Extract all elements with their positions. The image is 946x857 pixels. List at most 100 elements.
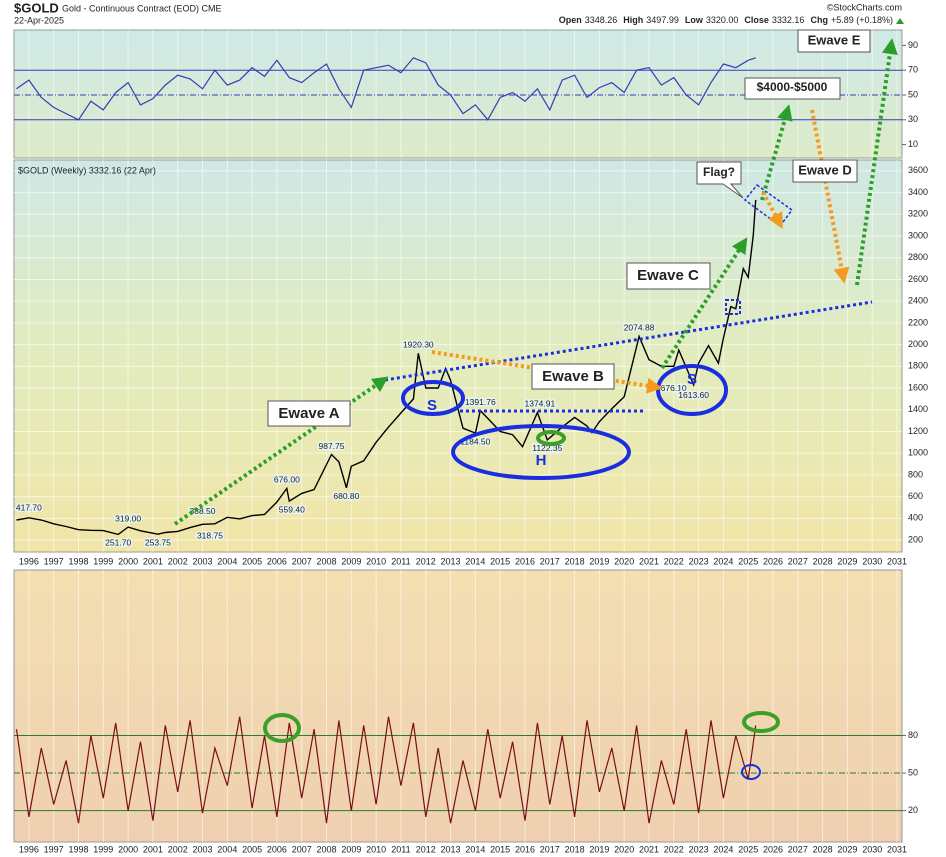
x-tick-label: 1998 [68, 844, 88, 854]
y-tick-label: 400 [908, 513, 923, 523]
x-tick-label: 2014 [465, 556, 485, 566]
x-tick-label: 2023 [689, 556, 709, 566]
annotation: Ewave C [637, 267, 699, 284]
arrow [431, 350, 663, 394]
x-tick-label: 2027 [788, 556, 808, 566]
x-tick-label: 2029 [837, 844, 857, 854]
x-tick-label: 2001 [143, 844, 163, 854]
x-tick-label: 2003 [192, 556, 212, 566]
x-tick-label: 2012 [416, 844, 436, 854]
label-box [797, 29, 871, 53]
box-marker [725, 299, 741, 315]
marker-ellipse [741, 764, 761, 780]
price-label: 1920.30 [403, 340, 434, 350]
x-tick-label: 2023 [689, 844, 709, 854]
y-tick-label: 3000 [908, 230, 928, 240]
price-label: 319.00 [115, 513, 141, 523]
quote-label: Close [744, 15, 769, 25]
price-label: 1613.60 [678, 390, 709, 400]
price-label: 676.00 [274, 475, 300, 485]
series-label: $GOLD (Weekly) 3332.16 (22 Apr) [18, 165, 156, 175]
y-tick-label: 2400 [908, 296, 928, 306]
y-tick-label: 50 [908, 89, 918, 99]
x-tick-label: 2020 [614, 844, 634, 854]
x-tick-label: 2017 [540, 556, 560, 566]
x-tick-label: 2031 [887, 844, 907, 854]
y-tick-label: 1600 [908, 382, 928, 392]
annotation: Flag? [703, 165, 735, 179]
arrow [660, 237, 748, 370]
label-box [267, 400, 351, 427]
y-tick-label: 1400 [908, 404, 928, 414]
x-tick-label: 2017 [540, 844, 560, 854]
annotations: Ewave A Ewave B Ewave C Ewave D Ewave E … [173, 29, 898, 780]
x-tick-label: 2004 [217, 844, 237, 854]
price-label: 253.75 [145, 537, 171, 547]
x-tick-label: 2030 [862, 556, 882, 566]
label-box [792, 159, 858, 183]
quote-value: 3497.99 [646, 15, 679, 25]
x-tick-label: 2028 [813, 556, 833, 566]
x-tick-label: 1999 [93, 844, 113, 854]
series-line [16, 199, 757, 536]
y-tick-label: 3600 [908, 165, 928, 175]
shoulder-ellipse [401, 380, 465, 416]
x-tick-label: 2007 [292, 844, 312, 854]
y-tick-label: 2000 [908, 339, 928, 349]
x-tick-label: 2029 [837, 556, 857, 566]
price-label: 680.80 [333, 491, 359, 501]
x-tick-label: 2025 [738, 844, 758, 854]
annotation: H [536, 452, 547, 469]
up-arrow [896, 18, 904, 24]
annotation: Ewave D [798, 162, 851, 177]
x-tick-label: 2011 [391, 844, 410, 854]
trend-line [384, 300, 873, 382]
x-tick-label: 2003 [192, 844, 212, 854]
quote: Open 3348.26 High 3497.99 Low 3320.00 Close 333… [559, 15, 893, 25]
y-tick-label: 3200 [908, 209, 928, 219]
x-tick-label: 2005 [242, 556, 262, 566]
series-line [15, 716, 757, 824]
x-tick-label: 2007 [292, 556, 312, 566]
x-tick-label: 2011 [391, 556, 410, 566]
x-tick-label: 2025 [738, 556, 758, 566]
x-tick-label: 2018 [565, 844, 585, 854]
x-tick-label: 2010 [366, 556, 386, 566]
x-tick-label: 2022 [664, 844, 684, 854]
annotation: Ewave E [808, 32, 861, 47]
y-tick-label: 20 [908, 805, 918, 815]
callout [696, 161, 744, 199]
quote-label: Chg [810, 15, 828, 25]
quote-label: High [623, 15, 643, 25]
y-tick-label: 200 [908, 534, 923, 544]
x-tick-label: 2005 [242, 844, 262, 854]
x-tick-label: 2002 [168, 556, 188, 566]
x-tick-label: 2026 [763, 556, 783, 566]
x-tick-label: 2019 [589, 556, 609, 566]
x-tick-label: 2006 [267, 556, 287, 566]
marker-ellipse [742, 711, 780, 733]
x-tick-label: 1996 [19, 844, 39, 854]
y-tick-label: 3400 [908, 187, 928, 197]
head-ellipse [451, 424, 631, 480]
x-tick-label: 2000 [118, 556, 138, 566]
annotation: Ewave A [278, 405, 339, 422]
price-label: 388.50 [190, 506, 216, 516]
quote-label: Open [559, 15, 582, 25]
price-label: 2074.88 [624, 323, 655, 333]
quote-value: +5.89 (+0.18%) [831, 15, 893, 25]
credit: ©StockCharts.com [827, 2, 902, 12]
marker-ellipse [263, 713, 301, 743]
x-tick-label: 2009 [341, 556, 361, 566]
x-tick-label: 1999 [93, 556, 113, 566]
x-tick-label: 2020 [614, 556, 634, 566]
symbol: $GOLD [14, 0, 59, 15]
x-tick-label: 2015 [490, 844, 510, 854]
x-tick-label: 2015 [490, 556, 510, 566]
x-tick-label: 2001 [143, 556, 163, 566]
y-tick-label: 1000 [908, 448, 928, 458]
y-tick-label: 800 [908, 469, 923, 479]
x-tick-label: 2010 [366, 844, 386, 854]
